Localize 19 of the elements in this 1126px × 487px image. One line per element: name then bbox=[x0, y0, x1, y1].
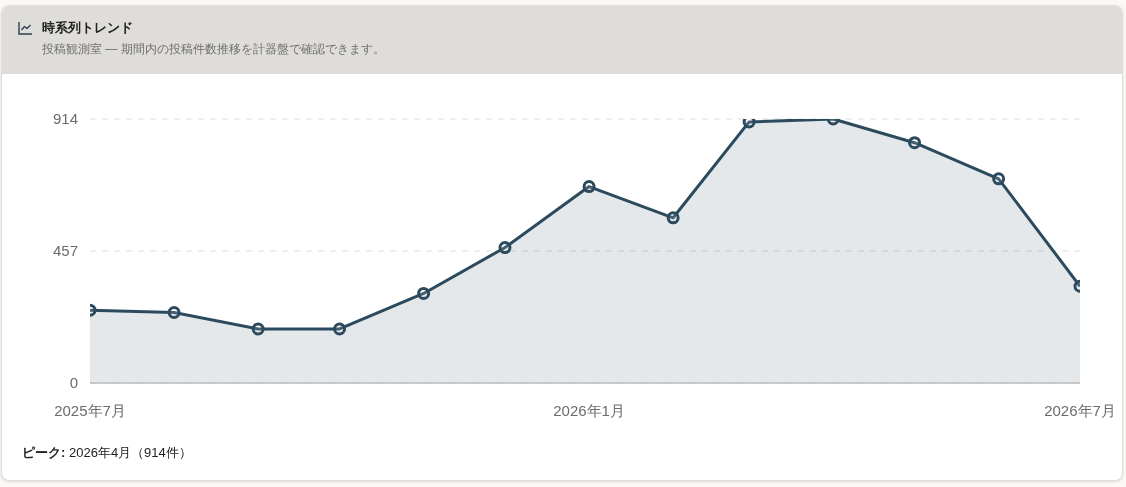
x-tick-label: 2026年7月 bbox=[1044, 401, 1116, 419]
x-tick-label: 2025年7月 bbox=[54, 401, 126, 419]
point bbox=[167, 306, 181, 320]
point bbox=[582, 180, 596, 194]
point bbox=[908, 136, 922, 150]
point bbox=[666, 211, 680, 225]
point bbox=[992, 172, 1006, 186]
point bbox=[333, 322, 347, 336]
point bbox=[251, 322, 265, 336]
text: ピーク: 2026年4月（914件） bbox=[22, 445, 192, 460]
point bbox=[498, 241, 512, 255]
point bbox=[742, 119, 756, 129]
x-tick-label: 2026年1月 bbox=[553, 401, 625, 419]
chart-title: 時系列トレンド bbox=[42, 20, 133, 35]
chart-subtitle: 投稿観測室 — 期間内の投稿件数推移を計器盤で確認できます。 bbox=[42, 42, 385, 56]
point bbox=[417, 286, 431, 300]
y-tick-label: 914 bbox=[52, 110, 78, 128]
y-tick-label: 0 bbox=[69, 374, 78, 392]
y-tick-label: 457 bbox=[52, 242, 78, 260]
